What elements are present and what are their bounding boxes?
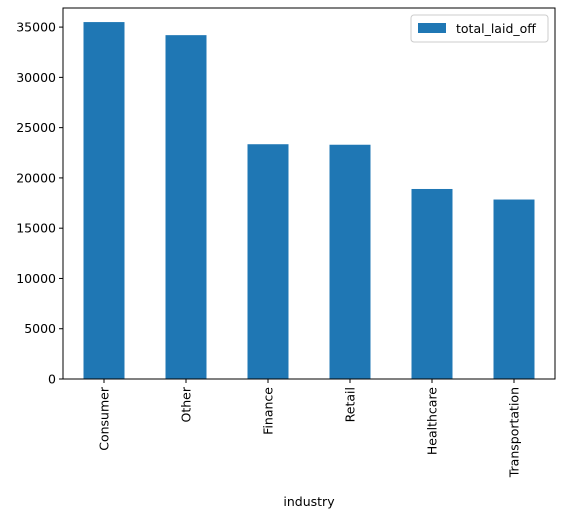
- bar-consumer: [83, 22, 125, 380]
- bar-finance: [247, 144, 289, 379]
- x-tick-label: Other: [179, 386, 194, 422]
- y-tick-label: 15000: [16, 221, 56, 236]
- bar-retail: [329, 144, 371, 379]
- legend: total_laid_off: [410, 14, 549, 43]
- y-tick-label: 25000: [16, 120, 56, 135]
- x-tick-label: Finance: [261, 387, 276, 435]
- y-axis: 0 5000 10000 15000 20000 25000 30000 35000: [16, 20, 63, 387]
- bar-other: [165, 35, 207, 380]
- legend-swatch: [418, 23, 446, 33]
- x-tick-label: Transportation: [507, 387, 522, 478]
- x-axis-label: industry: [283, 494, 335, 509]
- plot-frame: [62, 7, 556, 380]
- x-tick-label: Consumer: [97, 386, 112, 451]
- legend-box: [410, 14, 549, 43]
- bars-layer: [83, 22, 535, 380]
- x-tick-label: Retail: [343, 387, 358, 422]
- y-tick-label: 0: [48, 372, 56, 387]
- bar-transportation: [493, 199, 535, 379]
- y-tick-label: 20000: [16, 170, 56, 185]
- y-tick-label: 5000: [24, 321, 56, 336]
- bar-healthcare: [411, 188, 453, 379]
- y-tick-label: 10000: [16, 271, 56, 286]
- legend-label: total_laid_off: [456, 21, 536, 36]
- y-tick-label: 35000: [16, 20, 56, 35]
- x-tick-label: Healthcare: [425, 387, 440, 455]
- x-axis: Consumer Other Finance Retail Healthcare Tran…: [97, 379, 522, 478]
- y-tick-label: 30000: [16, 70, 56, 85]
